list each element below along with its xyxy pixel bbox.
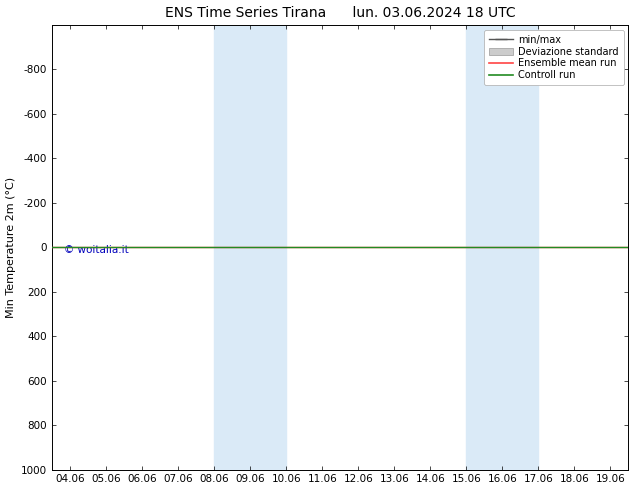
Bar — [467, 25, 538, 469]
Text: © woitalia.it: © woitalia.it — [63, 245, 128, 255]
Legend: min/max, Deviazione standard, Ensemble mean run, Controll run: min/max, Deviazione standard, Ensemble m… — [484, 30, 624, 85]
Title: ENS Time Series Tirana      lun. 03.06.2024 18 UTC: ENS Time Series Tirana lun. 03.06.2024 1… — [165, 5, 515, 20]
Bar — [214, 25, 286, 469]
Y-axis label: Min Temperature 2m (°C): Min Temperature 2m (°C) — [6, 177, 16, 318]
